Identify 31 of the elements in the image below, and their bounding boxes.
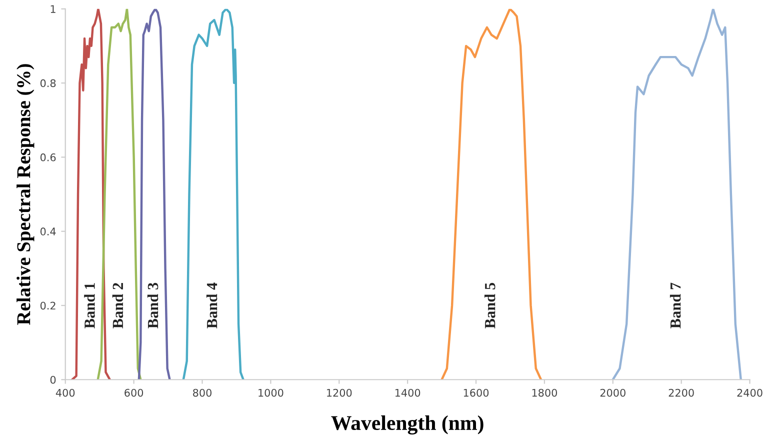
x-tick-label: 600 [124, 388, 144, 397]
x-tick-label: 1000 [258, 388, 284, 397]
x-tick-label: 1200 [327, 388, 352, 397]
x-tick-label: 800 [193, 388, 212, 397]
text: Band 5 [484, 282, 496, 328]
x-axis-title: Wavelength (nm) [331, 415, 484, 434]
y-tick-label: 0.6 [40, 153, 56, 162]
y-tick-label: 0.2 [40, 302, 56, 310]
line-series [182, 8, 244, 380]
line-series [138, 8, 171, 380]
x-tick-label: 2000 [600, 388, 626, 397]
line-series [440, 8, 542, 380]
line-series [96, 8, 142, 380]
x-tick-label: 2200 [668, 388, 694, 397]
y-tick-label: 1 [50, 5, 56, 13]
y-tick-label: 0.8 [40, 79, 56, 88]
text: Band 3 [147, 282, 158, 328]
text: Band 7 [670, 282, 681, 328]
x-tick-label: 1600 [464, 388, 489, 397]
y-axis-title: Relative Spectral Response (%) [16, 64, 34, 325]
x-tick-label: 1400 [395, 388, 420, 397]
y-tick-label: 0.4 [40, 228, 56, 236]
line-series [71, 8, 111, 380]
text: Band 4 [206, 282, 218, 328]
text: Band 1 [84, 283, 95, 328]
y-tick-label: 0 [50, 376, 56, 384]
text: Band 2 [112, 282, 124, 328]
x-tick-label: 400 [56, 388, 75, 397]
x-tick-label: 2400 [737, 388, 762, 397]
x-tick-label: 1800 [532, 388, 558, 397]
line-series [612, 8, 742, 380]
